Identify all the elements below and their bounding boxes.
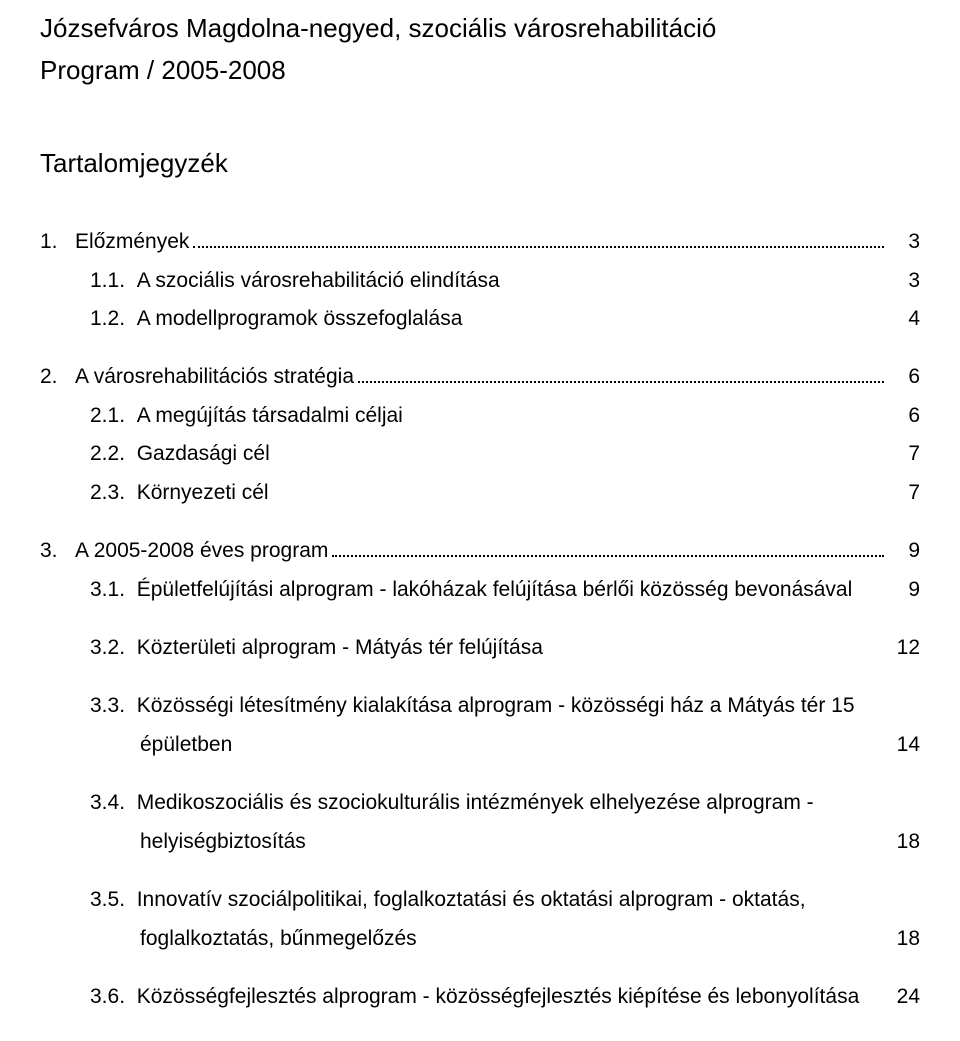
toc-row-continued: helyiségbiztosítás 18 (40, 827, 920, 857)
toc-number: 3.1. (90, 575, 125, 605)
toc-page: 6 (888, 401, 920, 431)
toc-leader-dots (358, 362, 884, 383)
toc-label-continued: foglalkoztatás, bűnmegelőzés (140, 924, 417, 954)
toc-page: 4 (888, 304, 920, 334)
toc-row: 2.3. Környezeti cél 7 (40, 478, 920, 508)
toc-page: 18 (888, 827, 920, 857)
toc-number: 3.6. (90, 982, 125, 1012)
toc-row: 2.2. Gazdasági cél 7 (40, 439, 920, 469)
toc-number: 1.1. (90, 266, 125, 296)
toc-label: Közösségi létesítmény kialakítása alprog… (137, 691, 855, 721)
toc-label: Közösségfejlesztés alprogram - közösségf… (137, 982, 860, 1012)
toc-label: A modellprogramok összefoglalása (137, 304, 463, 334)
toc-row: 3.5. Innovatív szociálpolitikai, foglalk… (40, 885, 920, 915)
toc-leader-dots (332, 536, 884, 557)
doc-title: Józsefváros Magdolna-negyed, szociális v… (40, 10, 920, 48)
toc-page: 6 (888, 362, 920, 392)
toc-row: 2.1. A megújítás társadalmi céljai 6 (40, 401, 920, 431)
toc-row: 1.2. A modellprogramok összefoglalása 4 (40, 304, 920, 334)
toc-page: 9 (888, 575, 920, 605)
toc-label: Előzmények (75, 227, 189, 257)
toc-list: 1. Előzmények31.1. A szociális városreha… (40, 227, 920, 1012)
toc-row: 3.4. Medikoszociális és szociokulturális… (40, 788, 920, 818)
toc-label: Környezeti cél (137, 478, 269, 508)
toc-row: 3.2. Közterületi alprogram - Mátyás tér … (40, 633, 920, 663)
toc-page: 24 (888, 982, 920, 1012)
toc-label: A 2005-2008 éves program (75, 536, 328, 566)
toc-row: 2. A városrehabilitációs stratégia 6 (40, 362, 920, 392)
toc-number: 2.3. (90, 478, 125, 508)
toc-label-continued: épületben (140, 730, 232, 760)
doc-subtitle: Program / 2005-2008 (40, 52, 920, 90)
toc-page: 18 (888, 924, 920, 954)
toc-page: 12 (888, 633, 920, 663)
toc-row: 3.3. Közösségi létesítmény kialakítása a… (40, 691, 920, 721)
toc-number: 3. (40, 536, 58, 566)
toc-label: Gazdasági cél (137, 439, 270, 469)
toc-number: 2.2. (90, 439, 125, 469)
toc-row: 3. A 2005-2008 éves program 9 (40, 536, 920, 566)
toc-row: 3.1. Épületfelújítási alprogram - lakóhá… (40, 575, 920, 605)
toc-number: 2. (40, 362, 58, 392)
toc-number: 3.5. (90, 885, 125, 915)
toc-row-continued: foglalkoztatás, bűnmegelőzés 18 (40, 924, 920, 954)
toc-label: Közterületi alprogram - Mátyás tér felúj… (137, 633, 543, 663)
toc-number: 3.3. (90, 691, 125, 721)
toc-page: 3 (888, 266, 920, 296)
toc-label: A szociális városrehabilitáció elindítás… (137, 266, 500, 296)
toc-label: Medikoszociális és szociokulturális inté… (137, 788, 814, 818)
toc-number: 2.1. (90, 401, 125, 431)
toc-number: 1.2. (90, 304, 125, 334)
toc-label-continued: helyiségbiztosítás (140, 827, 306, 857)
toc-page: 9 (888, 536, 920, 566)
toc-row: 1.1. A szociális városrehabilitáció elin… (40, 266, 920, 296)
toc-row: 1. Előzmények 3 (40, 227, 920, 257)
toc-heading: Tartalomjegyzék (40, 145, 920, 183)
toc-label: Épületfelújítási alprogram - lakóházak f… (137, 575, 853, 605)
toc-number: 3.4. (90, 788, 125, 818)
toc-page: 7 (888, 439, 920, 469)
toc-row-continued: épületben 14 (40, 730, 920, 760)
document-page: Józsefváros Magdolna-negyed, szociális v… (0, 0, 960, 1041)
toc-label: A megújítás társadalmi céljai (137, 401, 403, 431)
toc-page: 7 (888, 478, 920, 508)
toc-leader-dots (193, 227, 884, 248)
toc-label: Innovatív szociálpolitikai, foglalkoztat… (137, 885, 806, 915)
toc-label: A városrehabilitációs stratégia (75, 362, 354, 392)
toc-page: 14 (888, 730, 920, 760)
toc-page: 3 (888, 227, 920, 257)
toc-row: 3.6. Közösségfejlesztés alprogram - közö… (40, 982, 920, 1012)
toc-number: 3.2. (90, 633, 125, 663)
toc-number: 1. (40, 227, 58, 257)
